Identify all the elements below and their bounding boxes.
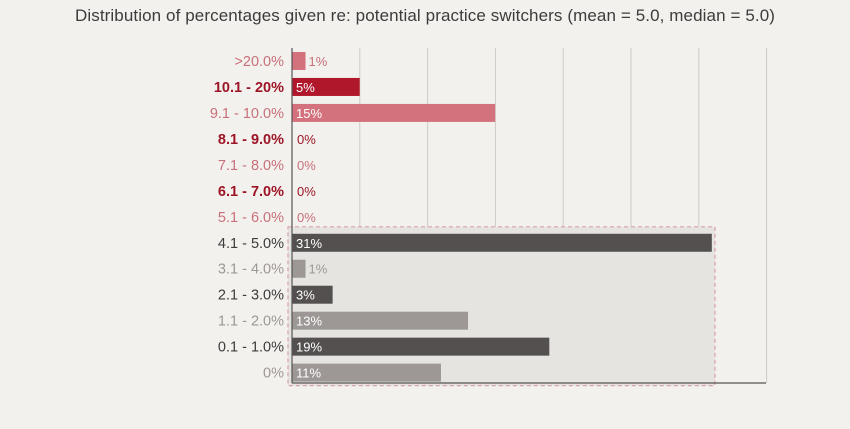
category-label: 9.1 - 10.0% [210,106,284,122]
category-label: 4.1 - 5.0% [218,236,284,252]
bar [292,233,712,252]
value-label: 1% [309,54,328,69]
bar [292,51,306,70]
category-label: 7.1 - 8.0% [218,158,284,174]
bar [292,77,360,96]
category-label: 3.1 - 4.0% [218,262,284,278]
axes [291,48,766,384]
value-label: 31% [296,236,322,251]
bar [292,311,469,330]
highlight-box [287,226,716,387]
category-label: >20.0% [234,54,284,70]
category-label: 0% [263,366,284,382]
value-label: 0% [297,184,316,199]
value-label: 0% [297,158,316,173]
bar [292,103,496,122]
category-label: 6.1 - 7.0% [218,184,284,200]
category-label: 5.1 - 6.0% [218,210,284,226]
category-label: 1.1 - 2.0% [218,314,284,330]
value-label: 11% [296,366,321,381]
bar [292,285,333,304]
bars [292,51,712,382]
bar [292,337,550,356]
value-label: 5% [296,80,315,95]
category-label: 2.1 - 3.0% [218,288,284,304]
bar [292,259,306,278]
value-label: 0% [297,132,316,147]
value-label: 1% [309,262,328,277]
value-label: 0% [297,210,316,225]
category-labels: >20.0% 10.1 - 20% 9.1 - 10.0% 8.1 - 9.0% 7.1… [210,54,284,382]
value-label: 19% [296,340,322,355]
value-label: 3% [296,288,315,303]
category-label: 0.1 - 1.0% [218,340,284,356]
category-label: 10.1 - 20% [214,80,284,96]
bar [292,363,441,382]
chart-title: Distribution of percentages given re: po… [74,6,776,25]
value-label: 15% [296,106,322,121]
category-label: 8.1 - 9.0% [218,132,284,148]
value-label: 13% [296,314,322,329]
value-labels: 1% 5% 15% 0% 0% 0% 0% 31% 1% 3% 13% 19% 11% [296,54,328,381]
